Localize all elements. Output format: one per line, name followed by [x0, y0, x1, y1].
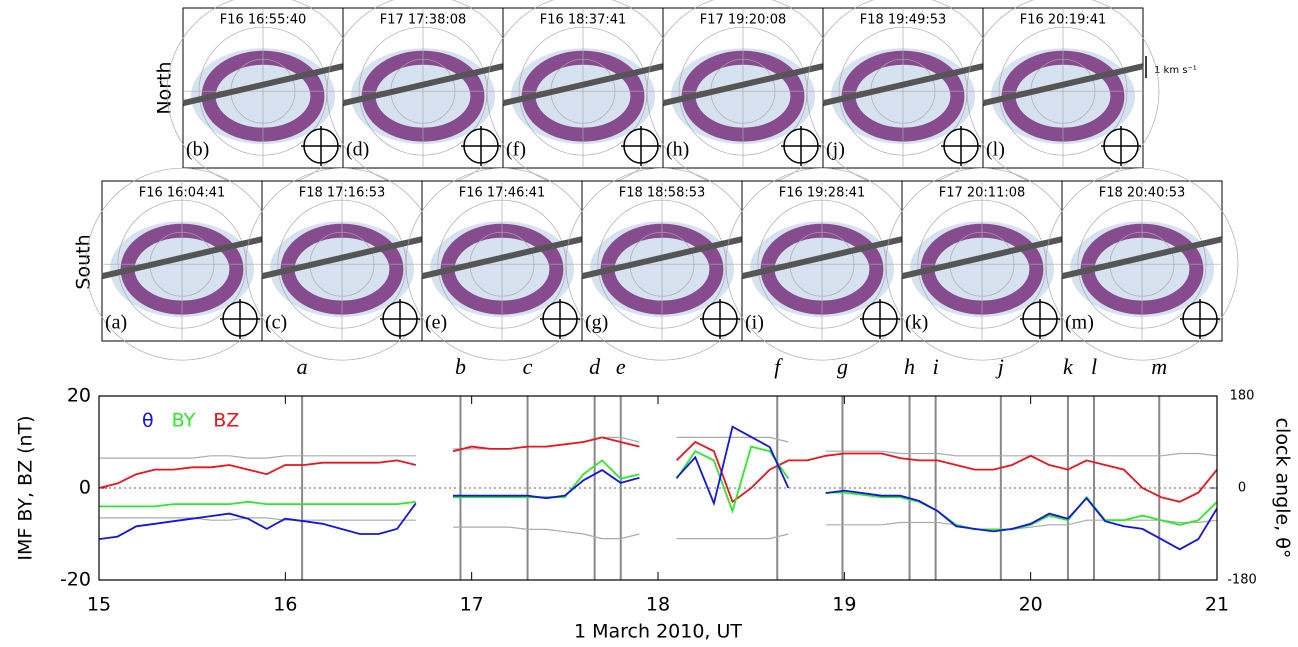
event-label: m — [1151, 354, 1167, 379]
panel-title: F18 17:16:53 — [299, 186, 386, 201]
map-track — [901, 236, 1063, 280]
map-track — [982, 63, 1144, 107]
panel-title: F18 19:49:53 — [860, 13, 947, 28]
series-line — [98, 425, 1218, 551]
panel-title: F16 17:46:41 — [459, 186, 546, 201]
map-track — [342, 63, 504, 107]
x-tick-label: 21 — [1205, 594, 1229, 616]
map-track — [741, 236, 903, 280]
y-tick-label: 20 — [67, 385, 91, 407]
map-track — [182, 63, 344, 107]
x-tick-label: 18 — [646, 594, 670, 616]
x-tick-label: 15 — [87, 594, 111, 616]
y-axis-label: IMF BY, BZ (nT) — [15, 415, 37, 560]
map-track — [421, 236, 583, 280]
north-label: North — [154, 61, 176, 114]
scale-label: 1 km s⁻¹ — [1154, 65, 1197, 76]
event-label: j — [995, 354, 1004, 379]
event-label: h — [904, 354, 915, 379]
map-track — [101, 236, 263, 280]
panel-title: F16 16:04:41 — [139, 186, 226, 201]
legend-entry: BZ — [213, 410, 239, 432]
x-tick-label: 17 — [460, 594, 484, 616]
panel-title: F18 18:58:53 — [619, 186, 706, 201]
map-track — [261, 236, 423, 280]
x-tick-label: 20 — [1019, 594, 1043, 616]
y2-tick-label: 180 — [1230, 389, 1255, 404]
panel-label: (a) — [105, 312, 127, 334]
event-label: a — [297, 354, 308, 379]
map-track — [1061, 236, 1223, 280]
event-label: e — [616, 354, 626, 379]
y-tick-label: -20 — [60, 569, 91, 591]
panel-label: (c) — [265, 312, 287, 334]
map-track — [581, 236, 743, 280]
panel-title: F16 19:28:41 — [779, 186, 866, 201]
legend-entry: BY — [172, 410, 196, 432]
y2-axis-label: clock angle, θ° — [1272, 418, 1294, 559]
event-label: k — [1063, 354, 1074, 379]
plot-frame — [98, 395, 1218, 581]
event-label: f — [774, 354, 783, 379]
panel-label: (f) — [506, 139, 526, 161]
panel-label: (l) — [986, 139, 1005, 161]
panel-title: F17 20:11:08 — [939, 186, 1026, 201]
panel-label: (d) — [346, 139, 369, 161]
map-track — [822, 63, 984, 107]
event-label: i — [933, 354, 939, 379]
map-track — [662, 63, 824, 107]
panel-label: (h) — [666, 139, 689, 161]
panel-title: F16 16:55:40 — [220, 13, 307, 28]
legend-entry: θ — [142, 410, 154, 432]
map-grid-circle — [1045, 167, 1239, 361]
panel-label: (j) — [826, 139, 845, 161]
map-track — [502, 63, 664, 107]
south-label: South — [73, 234, 95, 289]
panel-label: (g) — [585, 312, 608, 334]
panel-title: F17 17:38:08 — [380, 13, 467, 28]
x-axis-label: 1 March 2010, UT — [574, 621, 742, 643]
event-label: c — [523, 354, 533, 379]
y2-tick-label: -180 — [1227, 573, 1257, 588]
panel-title: F18 20:40:53 — [1099, 186, 1186, 201]
panel-label: (i) — [745, 312, 764, 334]
series-line — [99, 445, 1218, 531]
event-label: d — [589, 354, 601, 379]
panel-title: F16 18:37:41 — [540, 13, 627, 28]
panel-label: (b) — [186, 139, 209, 161]
panel-label: (m) — [1065, 312, 1094, 334]
event-label: l — [1091, 354, 1097, 379]
series-line — [99, 436, 1218, 459]
x-tick-label: 16 — [273, 594, 297, 616]
y2-tick-label: 0 — [1238, 481, 1246, 496]
panel-title: F17 19:20:08 — [700, 13, 787, 28]
panel-label: (e) — [425, 312, 447, 334]
y-tick-label: 0 — [79, 477, 91, 499]
panel-label: (k) — [905, 312, 928, 334]
panel-title: F16 20:19:41 — [1020, 13, 1107, 28]
series-line — [99, 517, 1218, 540]
event-label: b — [455, 354, 466, 379]
x-tick-label: 19 — [832, 594, 856, 616]
series-line — [98, 436, 1218, 504]
event-label: g — [837, 354, 848, 379]
